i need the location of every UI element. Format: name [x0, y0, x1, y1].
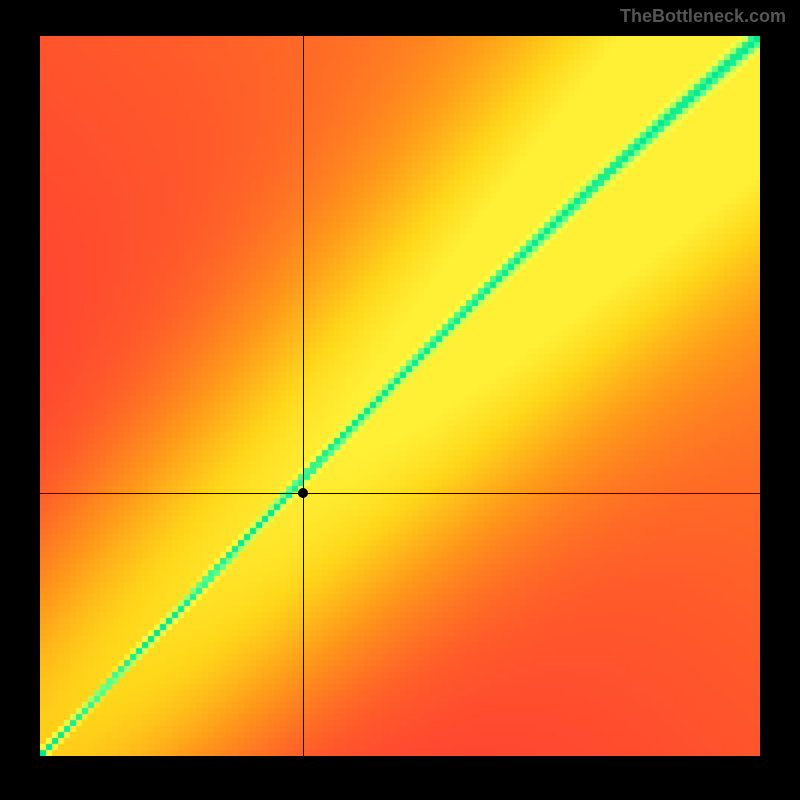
heatmap-canvas: [40, 36, 760, 756]
crosshair-vertical: [303, 36, 304, 756]
chart-container: TheBottleneck.com: [0, 0, 800, 800]
crosshair-horizontal: [40, 493, 760, 494]
bottleneck-marker: [298, 488, 308, 498]
plot-area: [40, 36, 760, 756]
watermark-text: TheBottleneck.com: [620, 6, 786, 27]
